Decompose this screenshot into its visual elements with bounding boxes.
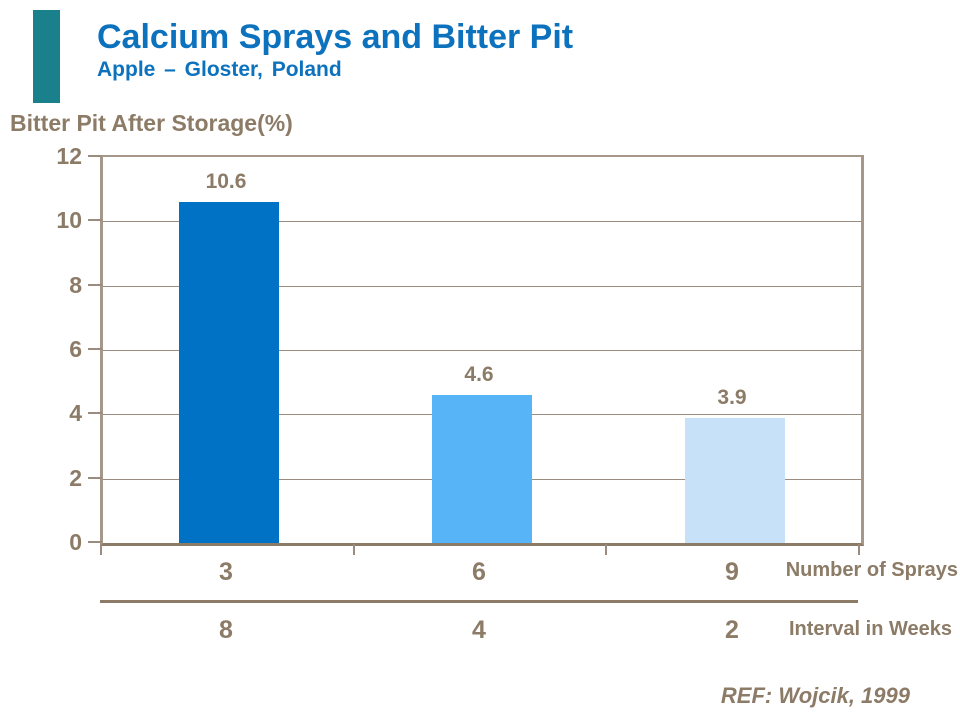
- y-tick-label-4: 4: [69, 400, 82, 426]
- y-tick-mark-2: [88, 477, 102, 479]
- y-tick-mark-8: [88, 284, 102, 286]
- y-tick-label-12: 12: [56, 143, 82, 169]
- bar-3: [685, 418, 785, 543]
- x-axis-divider-line: [100, 600, 858, 603]
- category-value-row2-1: 8: [219, 616, 233, 644]
- category-value-row1-1: 3: [219, 558, 233, 586]
- y-tick-mark-0: [88, 541, 102, 543]
- x-axis-label-interval-in-weeks: Interval in Weeks: [788, 618, 952, 640]
- category-value-row2-3: 2: [725, 616, 739, 644]
- y-tick-label-8: 8: [69, 272, 82, 298]
- bar-value-label-1: 10.6: [205, 170, 247, 193]
- x-boundary-tick-1: [353, 544, 355, 555]
- chart-title: Bitter Pit After Storage(%): [10, 110, 293, 136]
- bar-value-label-2: 4.6: [464, 363, 494, 386]
- reference-citation: REF: Wojcik, 1999: [720, 683, 910, 708]
- gridline-6: [103, 350, 861, 351]
- gridline-8: [103, 286, 861, 287]
- x-axis-label-number-of-sprays: Number of Sprays: [785, 559, 958, 581]
- slide-subtitle: Apple – Gloster, Poland: [97, 58, 342, 81]
- bar-2: [432, 395, 532, 543]
- y-tick-mark-10: [88, 219, 102, 221]
- teal-accent-bar: [33, 10, 60, 103]
- y-tick-mark-4: [88, 412, 102, 414]
- bar-1: [179, 202, 279, 543]
- bar-chart-plot-area: [100, 155, 864, 546]
- category-value-row1-3: 9: [725, 558, 739, 586]
- category-value-row1-2: 6: [472, 558, 486, 586]
- y-tick-label-0: 0: [69, 529, 82, 555]
- y-tick-label-2: 2: [69, 465, 82, 491]
- gridline-10: [103, 221, 861, 222]
- bar-value-label-3: 3.9: [717, 386, 747, 409]
- x-boundary-tick-0: [100, 544, 102, 555]
- y-tick-label-6: 6: [69, 336, 82, 362]
- x-boundary-tick-2: [605, 544, 607, 555]
- category-value-row2-2: 4: [472, 616, 486, 644]
- y-tick-mark-6: [88, 348, 102, 350]
- y-tick-label-10: 10: [56, 207, 82, 233]
- y-tick-mark-12: [88, 155, 102, 157]
- slide-title: Calcium Sprays and Bitter Pit: [97, 18, 574, 56]
- x-boundary-tick-3: [858, 544, 860, 555]
